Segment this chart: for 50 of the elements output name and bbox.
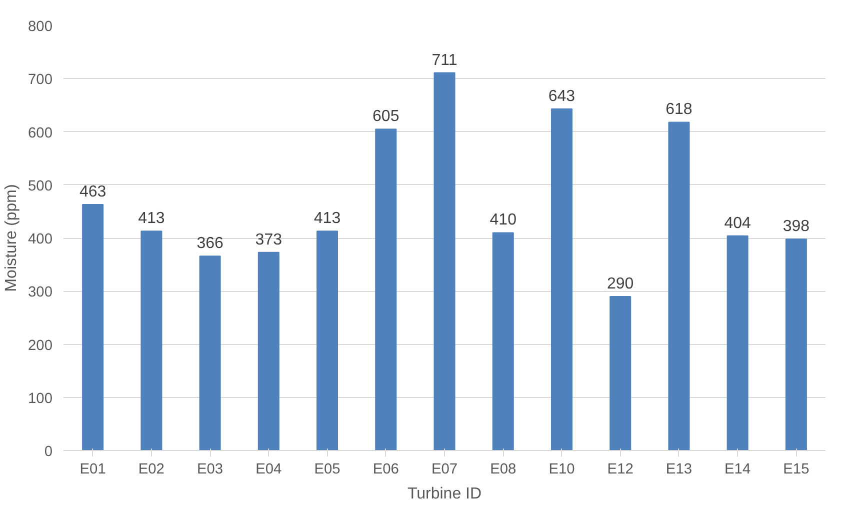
bar <box>434 72 456 450</box>
x-tick-label: E10 <box>548 462 575 478</box>
bar <box>199 256 221 450</box>
x-tick-label: E08 <box>490 462 516 478</box>
bar <box>82 204 104 450</box>
bar <box>258 252 280 450</box>
bar <box>610 296 632 450</box>
x-tick-label: E13 <box>666 462 692 478</box>
data-label: 618 <box>666 101 692 118</box>
y-tick-label: 0 <box>44 444 53 460</box>
x-tick-label: E07 <box>431 462 458 478</box>
y-tick-label: 600 <box>28 125 53 142</box>
data-label: 413 <box>314 210 341 228</box>
data-label: 373 <box>255 231 282 248</box>
x-tick-label: E15 <box>783 462 810 478</box>
bar <box>726 235 748 450</box>
bar <box>375 128 397 450</box>
data-label: 413 <box>138 210 165 228</box>
y-tick-label: 200 <box>28 338 53 354</box>
x-tick-label: E06 <box>372 462 399 478</box>
x-tick-label: E14 <box>724 462 751 478</box>
y-tick-label: 100 <box>28 390 53 407</box>
data-label: 410 <box>490 212 517 229</box>
x-tick-label: E01 <box>80 462 106 478</box>
data-label: 711 <box>432 52 458 69</box>
y-tick-label: 500 <box>28 178 53 194</box>
x-tick-label: E05 <box>314 462 340 478</box>
data-label: 290 <box>607 275 634 292</box>
y-tick-label: 400 <box>28 232 53 248</box>
data-label: 404 <box>724 214 752 232</box>
bar <box>316 230 338 450</box>
data-label: 366 <box>196 235 224 252</box>
x-tick-label: E03 <box>197 462 224 478</box>
data-label: 398 <box>782 218 810 236</box>
data-label: 643 <box>548 88 576 105</box>
y-tick-label: 700 <box>28 72 53 88</box>
bar <box>492 232 514 450</box>
bar <box>140 230 162 450</box>
y-tick-label: 300 <box>28 284 53 301</box>
x-axis-title: Turbine ID <box>407 486 482 502</box>
x-tick-label: E04 <box>256 462 282 478</box>
bar <box>668 122 690 450</box>
data-label: 605 <box>372 108 400 126</box>
data-label: 463 <box>79 184 106 201</box>
bar <box>550 108 572 450</box>
bar <box>785 238 807 450</box>
y-axis-title: Moisture (ppm) <box>3 184 20 292</box>
x-tick-label: E02 <box>138 462 164 478</box>
y-tick-label: 800 <box>28 19 53 35</box>
x-tick-label: E12 <box>607 462 634 478</box>
